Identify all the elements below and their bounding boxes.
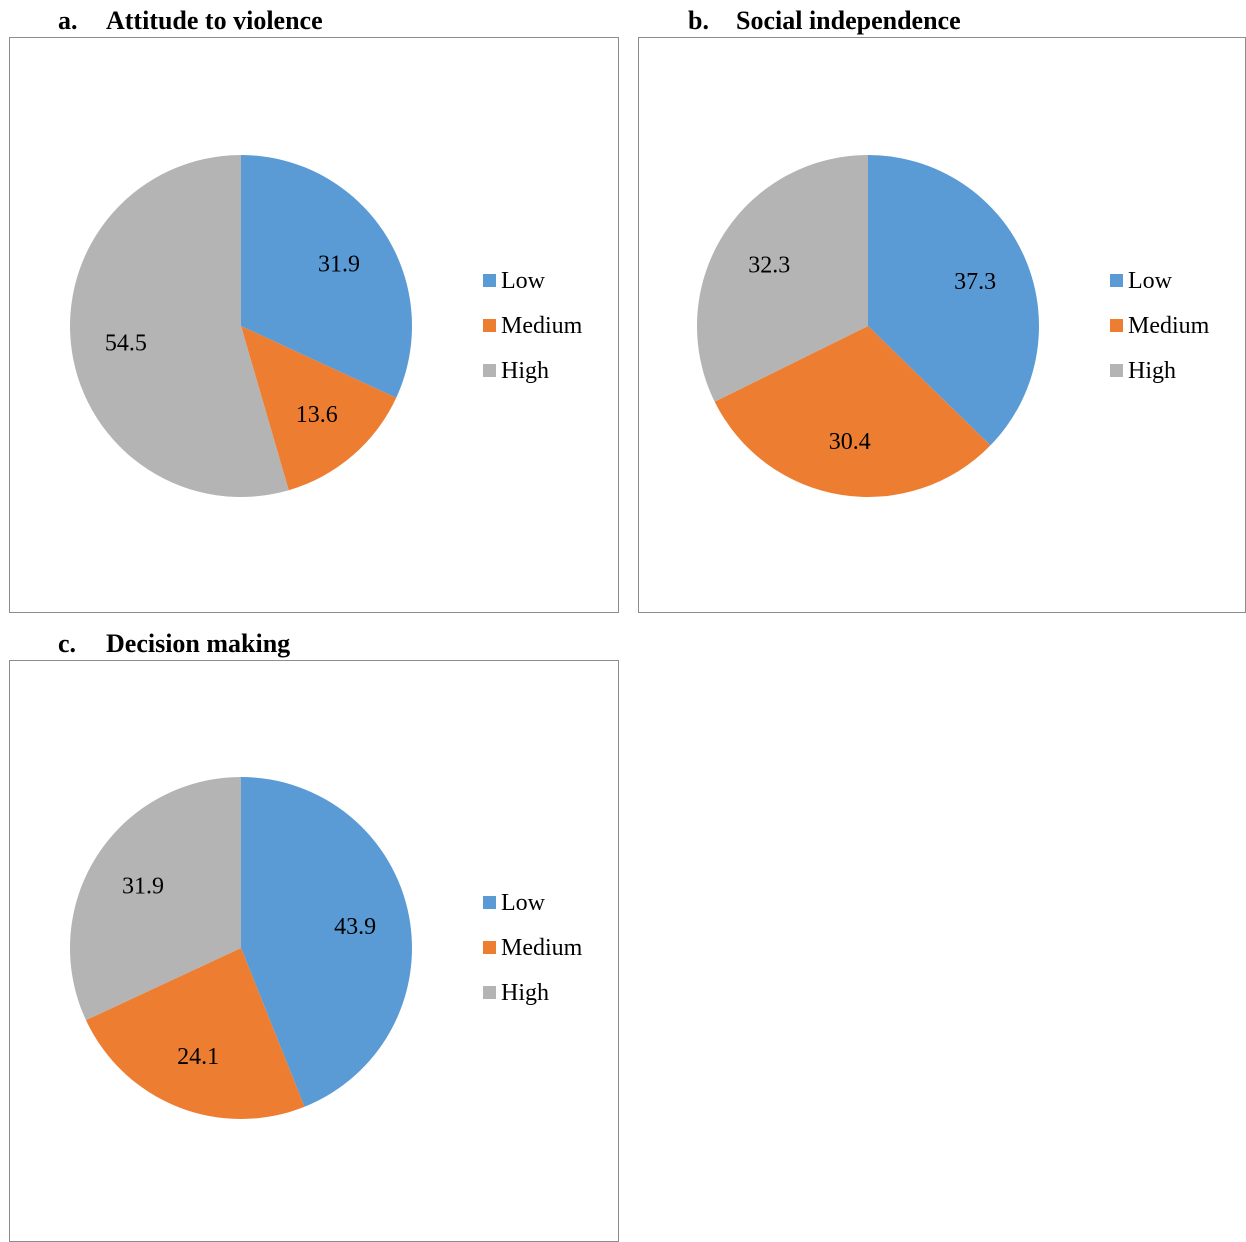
chart-a-pie: 31.9 13.6 54.5 xyxy=(69,155,413,498)
data-label-high: 54.5 xyxy=(105,330,147,356)
chart-c-title: Decision making xyxy=(106,629,291,658)
legend-swatch-low xyxy=(483,896,496,909)
pie-slice-high xyxy=(70,777,241,1021)
chart-b-title: Social independence xyxy=(736,6,961,35)
pie-slice-medium xyxy=(241,326,397,491)
legend-label-high: High xyxy=(501,980,549,1006)
legend-item-low: Low xyxy=(483,888,582,933)
data-label-medium: 13.6 xyxy=(296,402,338,428)
chart-c-heading: c. Decision making xyxy=(58,629,290,659)
pie-slice-medium xyxy=(714,326,991,498)
pie-slice-low xyxy=(868,155,1039,446)
legend-item-low: Low xyxy=(483,266,582,311)
pie-slice-high xyxy=(69,155,289,498)
data-label-low: 31.9 xyxy=(318,251,360,277)
legend-item-medium: Medium xyxy=(483,311,582,356)
legend-label-high: High xyxy=(1128,358,1176,384)
chart-a-legend: Low Medium High xyxy=(483,266,582,401)
legend-swatch-medium xyxy=(1110,319,1123,332)
data-label-high: 31.9 xyxy=(122,873,164,899)
legend-swatch-high xyxy=(1110,364,1123,377)
data-label-low: 37.3 xyxy=(954,269,996,295)
legend-item-medium: Medium xyxy=(483,933,582,978)
legend-label-high: High xyxy=(501,358,549,384)
chart-a-heading: a. Attitude to violence xyxy=(58,6,323,36)
chart-c-letter: c. xyxy=(58,629,77,658)
data-label-medium: 30.4 xyxy=(829,429,871,455)
data-label-low: 43.9 xyxy=(334,914,376,940)
data-label-medium: 24.1 xyxy=(177,1044,219,1070)
legend-swatch-medium xyxy=(483,319,496,332)
legend-swatch-low xyxy=(483,274,496,287)
chart-b-letter: b. xyxy=(688,6,709,35)
pie-slice-medium xyxy=(85,948,305,1119)
pie-slice-low xyxy=(241,777,412,1107)
legend-label-medium: Medium xyxy=(1128,313,1210,339)
chart-b-heading: b. Social independence xyxy=(688,6,961,36)
data-label-high: 32.3 xyxy=(748,253,790,279)
chart-c-pie: 43.9 24.1 31.9 xyxy=(70,777,412,1119)
legend-item-high: High xyxy=(483,978,582,1023)
pie-slice-low xyxy=(241,155,413,398)
legend-swatch-high xyxy=(483,986,496,999)
pie-slice-high xyxy=(697,155,868,402)
legend-swatch-medium xyxy=(483,941,496,954)
legend-swatch-high xyxy=(483,364,496,377)
legend-label-low: Low xyxy=(501,268,545,294)
legend-item-high: High xyxy=(1110,356,1209,401)
legend-label-medium: Medium xyxy=(501,313,583,339)
chart-b-pie: 37.3 30.4 32.3 xyxy=(697,155,1039,498)
chart-a-panel: 31.9 13.6 54.5 Low Medium High xyxy=(9,37,619,613)
legend-label-medium: Medium xyxy=(501,935,583,961)
chart-b-legend: Low Medium High xyxy=(1110,266,1209,401)
legend-item-medium: Medium xyxy=(1110,311,1209,356)
legend-label-low: Low xyxy=(1128,268,1172,294)
legend-item-low: Low xyxy=(1110,266,1209,311)
chart-c-panel: 43.9 24.1 31.9 Low Medium High xyxy=(9,660,619,1242)
legend-item-high: High xyxy=(483,356,582,401)
chart-c-legend: Low Medium High xyxy=(483,888,582,1023)
chart-a-title: Attitude to violence xyxy=(106,6,323,35)
legend-swatch-low xyxy=(1110,274,1123,287)
legend-label-low: Low xyxy=(501,890,545,916)
chart-b-panel: 37.3 30.4 32.3 Low Medium High xyxy=(638,37,1246,613)
chart-a-letter: a. xyxy=(58,6,78,35)
